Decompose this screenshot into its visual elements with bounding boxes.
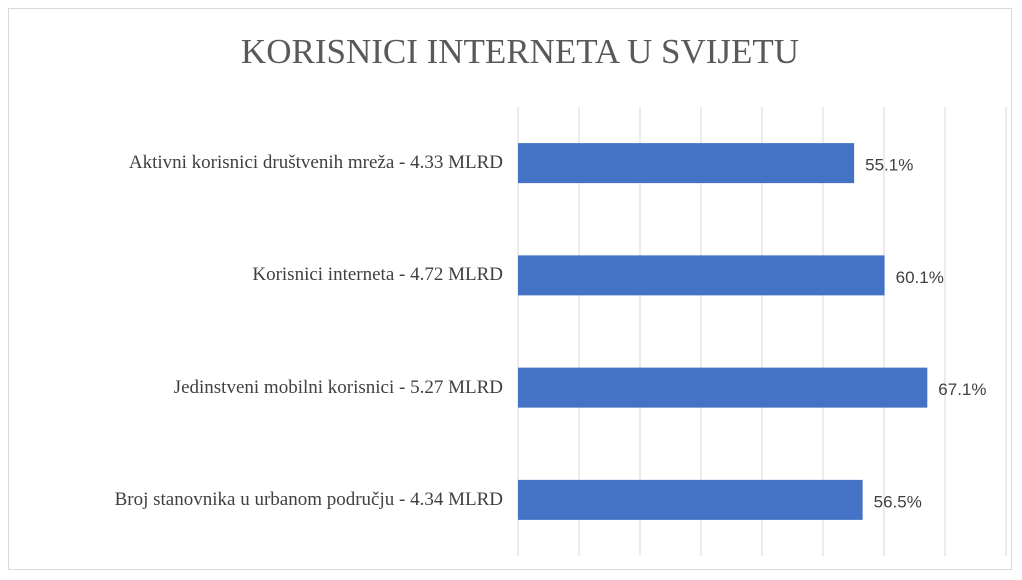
value-label: 56.5% [874,492,922,511]
category-label: Aktivni korisnici društvenih mreža - 4.3… [128,152,503,174]
chart-frame [8,8,1012,570]
bar [518,367,928,408]
chart-title: KORISNICI INTERNETA U SVIJETU [241,32,799,71]
category-label: Broj stanovnika u urbanom području - 4.3… [114,488,503,510]
bar [518,479,863,520]
category-label: Korisnici interneta - 4.72 MLRD [252,264,503,286]
category-label: Jedinstveni mobilni korisnici - 5.27 MLR… [173,376,503,398]
value-label: 60.1% [896,268,944,287]
value-label: 67.1% [938,380,986,399]
value-label: 55.1% [865,156,913,175]
bar [518,143,855,184]
bar [518,255,885,296]
